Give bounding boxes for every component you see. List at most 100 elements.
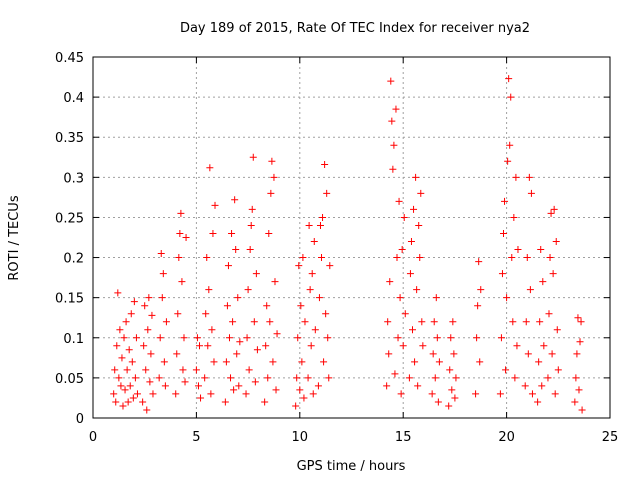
data-point [305,374,312,381]
chart-title: Day 189 of 2015, Rate Of TEC Index for r… [180,21,530,36]
data-point [318,254,325,261]
data-point [249,206,256,213]
data-point [209,230,216,237]
data-point [156,374,163,381]
data-point [447,334,454,341]
data-point [431,318,438,325]
data-point [579,406,586,413]
data-point [230,386,237,393]
data-point [245,286,252,293]
data-point [145,294,152,301]
data-point [508,254,515,261]
data-point [123,318,130,325]
data-point [251,318,258,325]
data-point [210,358,217,365]
x-tick-label: 20 [498,430,515,445]
data-point [324,334,331,341]
data-point [254,346,261,353]
y-tick-label: 0.25 [55,211,84,226]
data-point [412,174,419,181]
data-point [499,270,506,277]
data-point [267,190,274,197]
data-point [132,374,139,381]
data-point [413,286,420,293]
data-point [228,230,235,237]
data-point [265,230,272,237]
data-point [252,378,259,385]
data-point [266,318,273,325]
data-point [294,334,301,341]
data-point [162,382,169,389]
data-point [309,270,316,277]
data-point [128,310,135,317]
data-point [417,190,424,197]
data-point [113,342,120,349]
data-point [250,154,257,161]
data-point [307,286,314,293]
data-point [223,358,230,365]
data-point [306,222,313,229]
data-point [243,390,250,397]
data-point [523,318,530,325]
data-point [320,358,327,365]
data-point [248,222,255,229]
data-point [316,294,323,301]
data-point [512,174,519,181]
data-point [298,358,305,365]
data-point [124,366,131,373]
data-point [114,289,121,296]
data-point [400,342,407,349]
points-layer [110,75,585,413]
data-point [115,374,122,381]
data-point [174,310,181,317]
data-point [326,262,333,269]
data-point [511,374,518,381]
data-point [182,378,189,385]
data-point [414,382,421,389]
data-point [411,358,418,365]
data-point [139,398,146,405]
data-point [116,326,123,333]
ticks-layer [93,57,610,418]
data-point [142,366,149,373]
data-point [206,164,213,171]
data-point [178,278,185,285]
data-point [552,390,559,397]
data-point [388,118,395,125]
y-tick-label: 0.45 [55,51,84,66]
data-point [545,310,552,317]
data-point [527,286,534,293]
data-point [406,374,413,381]
data-point [472,390,479,397]
data-point [143,406,150,413]
plot-frame [93,57,610,418]
data-point [476,358,483,365]
data-point [222,398,229,405]
data-point [131,298,138,305]
data-point [548,210,555,217]
data-point [312,326,319,333]
data-point [573,350,580,357]
data-point [507,94,514,101]
data-point [311,238,318,245]
data-point [193,366,200,373]
y-tick-label: 0.1 [63,332,84,347]
data-point [204,342,211,349]
data-point [177,210,184,217]
data-point [416,254,423,261]
data-point [433,294,440,301]
data-point [408,238,415,245]
data-point [235,382,242,389]
data-point [526,174,533,181]
data-point [269,358,276,365]
data-point [194,334,201,341]
data-point [173,350,180,357]
data-point [510,214,517,221]
data-point [553,238,560,245]
data-point [147,350,154,357]
data-point [446,366,453,373]
data-point [436,358,443,365]
data-point [301,318,308,325]
data-point [122,386,129,393]
data-point [393,254,400,261]
